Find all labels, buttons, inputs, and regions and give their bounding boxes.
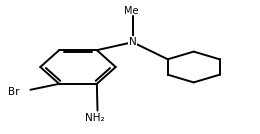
Text: Br: Br (8, 87, 19, 97)
Text: Me: Me (124, 6, 139, 16)
Text: NH₂: NH₂ (85, 113, 105, 123)
Text: N: N (129, 37, 136, 47)
